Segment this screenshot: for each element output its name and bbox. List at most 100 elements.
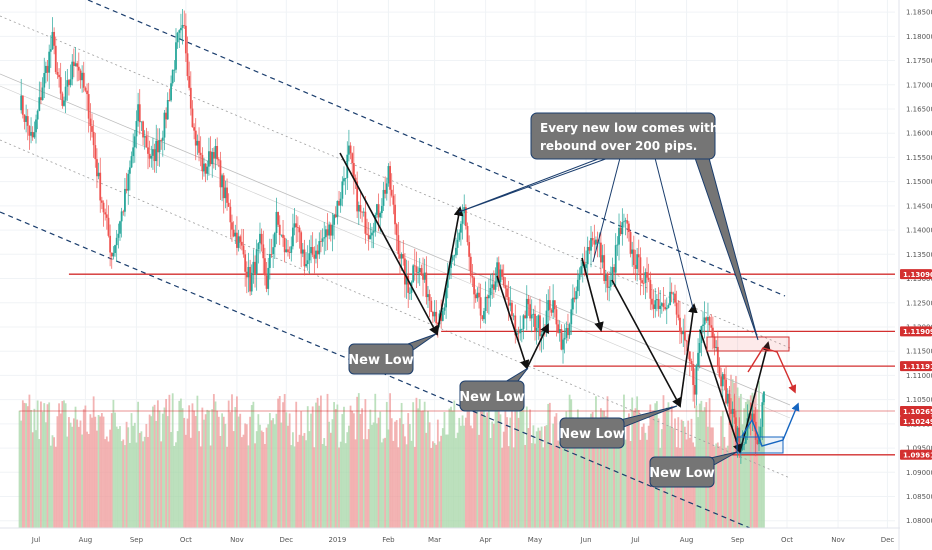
candle-body-15 [43,72,46,88]
candle-331 [563,324,566,354]
candle-body-121 [217,159,220,161]
candle-body-216 [374,214,377,232]
candle-357 [606,271,609,301]
candle-body-286 [489,287,492,296]
volume-bar-44 [91,417,93,528]
candle-body-49 [99,172,102,201]
candle-101 [184,13,187,63]
candle-115 [208,137,210,176]
candle-body-371 [629,231,632,254]
candle-241 [415,251,418,289]
candle-body-375 [636,254,639,269]
volume-bar-358 [608,444,611,528]
candle-249 [428,289,431,318]
volume-bar-437 [738,397,741,528]
volume-bar-331 [563,432,566,528]
volume-bar-99 [181,408,184,528]
time-axis[interactable]: Jul Aug Sep Oct Nov Dec 2019 Feb Mar Apr May Jun Jul… [0,527,900,544]
candle-50 [100,196,103,210]
candle-142 [252,249,255,284]
candle-body-59 [115,237,118,246]
candle-body-317 [540,334,543,337]
candle-body-9 [33,132,36,138]
volume-bar-361 [613,427,615,528]
volume-bar-107 [194,416,197,528]
candle-378 [641,277,643,285]
candle-body-151 [267,267,270,289]
volume-bar-230 [397,447,400,528]
candle-30 [68,78,70,96]
candle-73 [138,89,141,135]
candle-134 [239,234,242,250]
price-tag-0: 1.13090 [900,269,932,280]
candle-274 [469,253,472,283]
candle-body-156 [275,211,278,233]
channel-median-line [0,73,791,406]
volume-bar-150 [265,427,268,528]
candle-120 [216,137,219,165]
candle-body-204 [354,177,357,182]
candle-203 [352,146,355,195]
candle-body-283 [484,296,487,312]
candle-91 [168,88,171,102]
volume-bar-159 [280,422,283,528]
volume-bar-79 [148,414,151,528]
candle-260 [446,262,449,299]
candle-147 [260,228,263,252]
volume-bar-325 [553,416,556,528]
candle-body-279 [478,292,480,298]
candle-body-200 [348,145,350,155]
candle-278 [476,287,479,302]
candle-224 [387,163,390,187]
volume-bar-94 [173,445,176,528]
candle-284 [486,294,489,314]
candle-210 [364,195,367,244]
candle-92 [170,75,172,103]
candle-body-130 [232,229,235,237]
candle-body-247 [425,272,428,298]
candle-body-331 [563,337,566,340]
candle-body-220 [380,205,383,214]
candle-452 [763,391,765,406]
volume-bar-434 [733,382,736,528]
volume-bar-123 [221,413,224,528]
candle-body-242 [417,272,419,273]
volume-bar-155 [273,424,276,528]
volume-bar-0 [18,410,21,528]
candle-387 [655,294,658,312]
candle-18 [48,44,51,90]
candle-body-292 [499,269,502,283]
candle-345 [586,236,589,279]
candle-body-419 [708,317,711,326]
candle-258 [443,303,446,315]
candle-289 [494,267,497,293]
candle-244 [420,264,423,277]
candle-183 [320,230,322,253]
candle-body-360 [611,267,614,280]
candle-221 [382,181,385,211]
candle-body-209 [362,211,365,213]
volume-bar-105 [191,403,194,528]
volume-bar-448 [756,409,759,528]
volume-bar-19 [49,445,52,528]
candle-body-381 [646,272,648,278]
volume-bar-173 [303,433,306,528]
volume-bar-190 [331,419,334,528]
volume-bar-22 [54,446,57,528]
candle-body-134 [239,236,242,242]
volume-bar-142 [252,401,255,528]
volume-bar-186 [324,445,327,528]
candle-body-341 [580,266,583,275]
volume-bar-66 [127,427,130,528]
candle-body-122 [219,160,222,188]
volume-bar-73 [138,432,141,528]
volume-bar-389 [659,447,662,528]
callout-new-low-2-label: New Low [459,390,524,405]
candle-385 [652,289,655,319]
volume-bar-202 [351,410,354,528]
blue-projection-arrow [741,402,800,447]
volume-bar-291 [497,409,500,528]
volume-bar-340 [578,432,581,528]
price-tag-label-1: 1.11909 [903,328,932,336]
candle-276 [473,276,475,309]
